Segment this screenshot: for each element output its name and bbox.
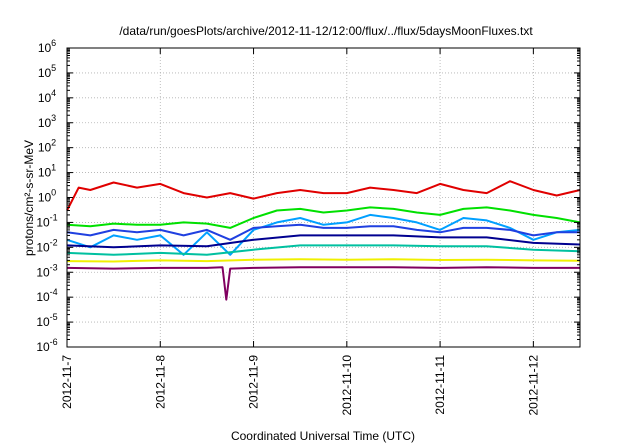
y-tick-label-base: 10 — [36, 315, 50, 329]
y-tick-label-exponent: -5 — [50, 312, 58, 322]
y-tick-label-base: 10 — [38, 116, 52, 130]
y-tick-label-base: 10 — [36, 240, 50, 254]
y-tick-label-exponent: -1 — [50, 212, 58, 222]
y-tick-label-base: 10 — [36, 215, 50, 229]
y-tick-label-base: 10 — [38, 141, 52, 155]
x-axis-label: Coordinated Universal Time (UTC) — [231, 429, 415, 443]
y-tick-label-base: 10 — [38, 191, 52, 205]
chart-title: /data/run/goesPlots/archive/2012-11-12/1… — [119, 24, 533, 38]
y-tick-label: 104 — [38, 88, 56, 105]
y-tick-label: 105 — [38, 63, 56, 80]
x-tick-label: 2012-11-10 — [340, 355, 354, 416]
x-axis: 2012-11-7 2012-11-8 2012-11-9 2012-11-10 201… — [60, 48, 540, 416]
y-tick-label: 100 — [38, 188, 56, 205]
series-line-2 — [66, 213, 581, 256]
y-tick-label-base: 10 — [38, 166, 52, 180]
y-tick-label-exponent: -3 — [50, 262, 58, 272]
y-tick-label-base: 10 — [38, 91, 52, 105]
x-tick-label: 2012-11-8 — [153, 355, 167, 409]
y-tick-label-exponent: -2 — [50, 237, 58, 247]
series-line-6 — [66, 258, 581, 263]
grid — [67, 48, 580, 347]
y-tick-label-exponent: -6 — [50, 337, 58, 347]
series-line-5 — [66, 244, 581, 256]
y-tick-label-exponent: 5 — [51, 63, 56, 73]
x-tick-label: 2012-11-7 — [60, 355, 74, 409]
y-axis: 10-610-510-410-310-210-11001011021031041… — [36, 38, 580, 354]
y-tick-label-exponent: 2 — [51, 138, 56, 148]
y-tick-label: 106 — [38, 38, 56, 55]
y-axis-label: protons/cm²-s-sr-MeV — [22, 140, 36, 256]
y-tick-label-exponent: 1 — [51, 163, 56, 173]
y-tick-label: 10-6 — [36, 337, 57, 354]
y-tick-label: 103 — [38, 113, 56, 130]
x-tick-label: 2012-11-12 — [526, 355, 540, 416]
y-tick-label-base: 10 — [38, 41, 52, 55]
series-line-7 — [66, 266, 580, 301]
y-tick-label-base: 10 — [36, 290, 50, 304]
y-tick-label: 10-5 — [36, 312, 57, 329]
y-tick-label: 10-1 — [36, 212, 57, 229]
series-line-4 — [66, 234, 581, 249]
y-tick-label-exponent: 3 — [51, 113, 56, 123]
y-tick-label-exponent: 6 — [51, 38, 56, 48]
y-tick-label: 10-2 — [36, 237, 57, 254]
y-tick-label: 101 — [38, 163, 56, 180]
y-tick-label-base: 10 — [36, 265, 50, 279]
series-line-1 — [66, 206, 581, 229]
plot-frame — [66, 47, 581, 348]
y-tick-label: 102 — [38, 138, 56, 155]
x-tick-label: 2012-11-11 — [433, 355, 447, 415]
y-tick-label-exponent: 0 — [51, 188, 56, 198]
y-tick-label: 10-3 — [36, 262, 57, 279]
y-tick-label-exponent: 4 — [51, 88, 56, 98]
x-tick-label: 2012-11-9 — [247, 355, 261, 409]
series-line-3 — [66, 223, 580, 241]
series-line-0 — [66, 180, 581, 211]
y-tick-label-exponent: -4 — [50, 287, 58, 297]
y-tick-label-base: 10 — [38, 66, 52, 80]
series-layer — [66, 180, 581, 301]
y-tick-label: 10-4 — [36, 287, 57, 304]
y-tick-label-base: 10 — [36, 340, 50, 354]
